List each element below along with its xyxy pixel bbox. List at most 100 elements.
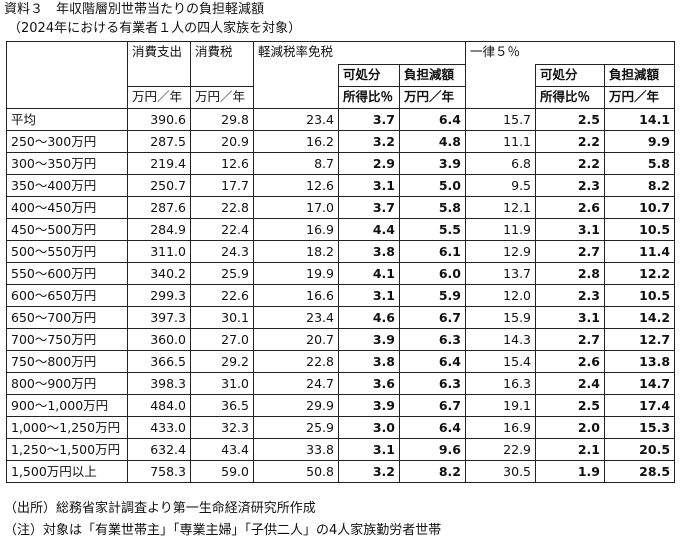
- table-row: 800～900万円 398.3 31.0 24.7 3.6 6.3 16.3 2.4 14.7: [6, 372, 676, 395]
- row-label: 350～400万円: [6, 174, 128, 197]
- reduced-tax-value: 12.6: [253, 174, 339, 197]
- header-consumption-unit: 万円／年: [127, 86, 191, 109]
- consumption-tax-value: 25.9: [190, 262, 254, 285]
- header-reduced-rate-group: 軽減税率免税: [252, 41, 467, 65]
- flat-disposable-ratio: 2.3: [535, 284, 606, 307]
- flat-burden-value: 10.5: [604, 218, 676, 241]
- reduced-disposable-ratio: 3.8: [338, 350, 400, 373]
- table-row: 500～550万円 311.0 24.3 18.2 3.8 6.1 12.9 2.7 11.4: [6, 240, 676, 263]
- flat-tax-value: 15.4: [465, 350, 537, 373]
- flat-tax-value: 13.7: [465, 262, 537, 285]
- flat-burden-value: 12.7: [604, 328, 676, 351]
- flat-tax-value: 15.9: [465, 306, 537, 329]
- flat-tax-value: 14.3: [465, 328, 537, 351]
- consumption-value: 398.3: [127, 372, 191, 395]
- flat-tax-value: 12.0: [465, 284, 537, 307]
- consumption-value: 287.5: [127, 130, 191, 153]
- table-row: 1,000～1,250万円 433.0 32.3 25.9 3.0 6.4 16.9 2.0 1…: [6, 416, 676, 439]
- reduced-tax-value: 33.8: [253, 438, 339, 461]
- header-reduced-disposable: 可処分: [338, 64, 400, 87]
- row-label: 700～750万円: [6, 328, 128, 351]
- table-row: 600～650万円 299.3 22.6 16.6 3.1 5.9 12.0 2.3 10.5: [6, 284, 676, 307]
- flat-disposable-ratio: 1.9: [535, 460, 606, 483]
- consumption-value: 360.0: [127, 328, 191, 351]
- header-flat-blank: [465, 64, 537, 109]
- reduced-tax-value: 19.9: [253, 262, 339, 285]
- consumption-value: 287.6: [127, 196, 191, 219]
- consumption-value: 366.5: [127, 350, 191, 373]
- flat-burden-value: 14.7: [604, 372, 676, 395]
- row-label: 650～700万円: [6, 306, 128, 329]
- consumption-value: 758.3: [127, 460, 191, 483]
- consumption-tax-value: 43.4: [190, 438, 254, 461]
- flat-disposable-ratio: 2.3: [535, 174, 606, 197]
- flat-burden-value: 5.8: [604, 152, 676, 175]
- consumption-tax-value: 27.0: [190, 328, 254, 351]
- row-label: 500～550万円: [6, 240, 128, 263]
- consumption-value: 397.3: [127, 306, 191, 329]
- flat-disposable-ratio: 3.1: [535, 218, 606, 241]
- consumption-value: 433.0: [127, 416, 191, 439]
- header-row-1: 消費支出 消費税 軽減税率免税 一律５％: [6, 41, 676, 109]
- flat-tax-value: 16.3: [465, 372, 537, 395]
- flat-disposable-ratio: 2.2: [535, 130, 606, 153]
- reduced-disposable-ratio: 4.4: [338, 218, 400, 241]
- flat-tax-value: 6.8: [465, 152, 537, 175]
- header-tax-unit: 万円／年: [190, 86, 254, 109]
- consumption-value: 632.4: [127, 438, 191, 461]
- flat-burden-value: 20.5: [604, 438, 676, 461]
- header-flat-ratio: 所得比％: [535, 86, 606, 109]
- reduced-burden-value: 5.8: [398, 196, 467, 219]
- flat-burden-value: 14.2: [604, 306, 676, 329]
- header-label-cell: [6, 41, 128, 109]
- table-row: 250～300万円 287.5 20.9 16.2 3.2 4.8 11.1 2.2 9.9: [6, 130, 676, 153]
- flat-tax-value: 19.1: [465, 394, 537, 417]
- reduced-tax-value: 20.7: [253, 328, 339, 351]
- reduced-burden-value: 6.0: [398, 262, 467, 285]
- source-note: （出所）総務省家計調査より第一生命経済研究所作成: [4, 501, 316, 516]
- header-row-3: 万円／年 万円／年 所得比％ 万円／年 所得比％ 万円／年: [7, 86, 676, 109]
- flat-disposable-ratio: 2.1: [535, 438, 606, 461]
- consumption-tax-value: 29.8: [190, 108, 254, 131]
- table-row: 400～450万円 287.6 22.8 17.0 3.7 5.8 12.1 2.6 10.7: [6, 196, 676, 219]
- flat-burden-value: 9.9: [604, 130, 676, 153]
- table-row: 1,500万円以上 758.3 59.0 50.8 3.2 8.2 30.5 1.9 28.5: [6, 460, 676, 483]
- reduced-tax-value: 16.2: [253, 130, 339, 153]
- flat-tax-value: 22.9: [465, 438, 537, 461]
- row-label: 450～500万円: [6, 218, 128, 241]
- header-reduced-unit: 万円／年: [398, 86, 467, 109]
- consumption-value: 311.0: [127, 240, 191, 263]
- header-flat-unit: 万円／年: [604, 86, 676, 109]
- reduced-burden-value: 6.1: [398, 240, 467, 263]
- reduced-disposable-ratio: 3.8: [338, 240, 400, 263]
- reduced-burden-value: 6.4: [398, 350, 467, 373]
- flat-burden-value: 10.7: [604, 196, 676, 219]
- row-label: 1,000～1,250万円: [6, 416, 128, 439]
- flat-disposable-ratio: 2.7: [535, 240, 606, 263]
- consumption-tax-value: 22.6: [190, 284, 254, 307]
- reduced-disposable-ratio: 2.9: [338, 152, 400, 175]
- consumption-value: 484.0: [127, 394, 191, 417]
- row-label: 平均: [6, 108, 128, 131]
- table-row: 650～700万円 397.3 30.1 23.4 4.6 6.7 15.9 3.1 14.2: [6, 306, 676, 329]
- row-label: 900～1,000万円: [6, 394, 128, 417]
- row-label: 400～450万円: [6, 196, 128, 219]
- consumption-tax-value: 22.8: [190, 196, 254, 219]
- reduced-disposable-ratio: 3.1: [338, 174, 400, 197]
- reduced-tax-value: 16.6: [253, 284, 339, 307]
- consumption-value: 250.7: [127, 174, 191, 197]
- table-row: 1,250～1,500万円 632.4 43.4 33.8 3.1 9.6 22.9 2.1 2…: [6, 438, 676, 461]
- reduced-tax-value: 16.9: [253, 218, 339, 241]
- flat-disposable-ratio: 3.1: [535, 306, 606, 329]
- consumption-value: 340.2: [127, 262, 191, 285]
- consumption-value: 390.6: [127, 108, 191, 131]
- flat-tax-value: 11.1: [465, 130, 537, 153]
- consumption-tax-value: 20.9: [190, 130, 254, 153]
- table-row: 900～1,000万円 484.0 36.5 29.9 3.9 6.7 19.1 2.5 17.…: [6, 394, 676, 417]
- flat-tax-value: 12.1: [465, 196, 537, 219]
- flat-disposable-ratio: 2.2: [535, 152, 606, 175]
- consumption-tax-value: 22.4: [190, 218, 254, 241]
- consumption-tax-value: 32.3: [190, 416, 254, 439]
- table-row: 300～350万円 219.4 12.6 8.7 2.9 3.9 6.8 2.2 5.8: [6, 152, 676, 175]
- reduced-tax-value: 8.7: [253, 152, 339, 175]
